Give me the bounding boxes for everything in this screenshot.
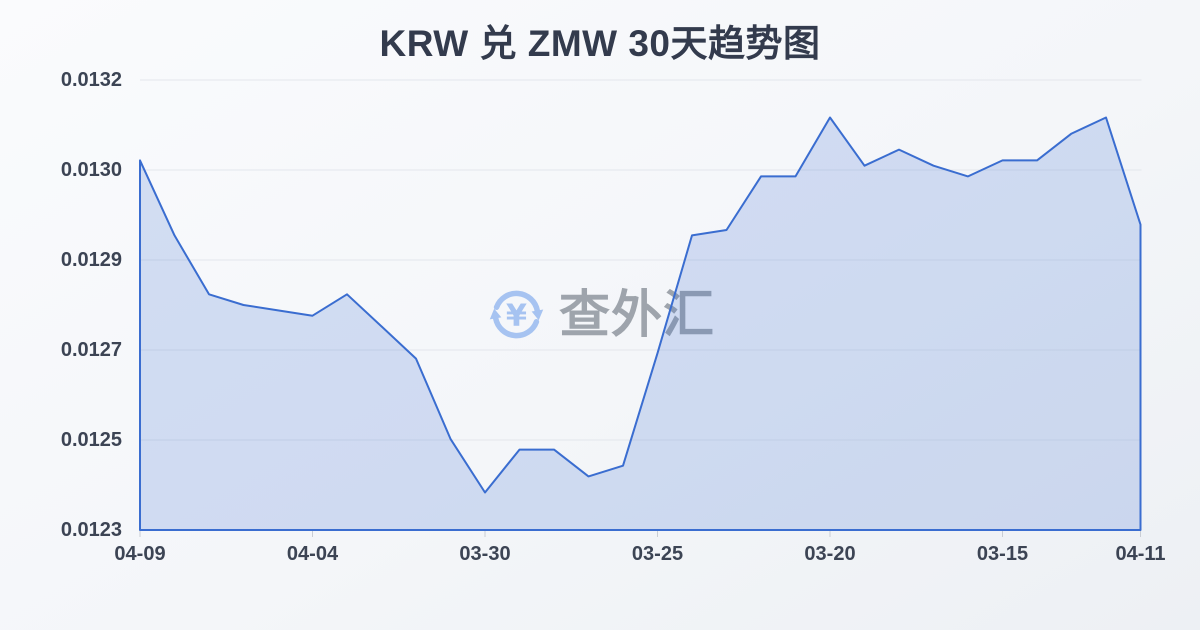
x-axis-label: 03-30 — [459, 543, 511, 565]
watermark: ¥ 查外汇 — [487, 285, 715, 344]
x-axis-label: 03-15 — [976, 543, 1029, 565]
y-axis-label: 0.0127 — [60, 339, 122, 361]
x-axis-label: 03-25 — [631, 543, 684, 565]
watermark-text: 查外汇 — [559, 286, 716, 343]
y-axis-label: 0.0123 — [60, 519, 122, 541]
y-axis-label: 0.0132 — [60, 69, 122, 91]
x-axis-label: 04-11 — [1115, 543, 1166, 565]
x-axis-label: 04-09 — [114, 543, 166, 565]
y-axis-label: 0.0125 — [60, 429, 122, 451]
page-title: KRW 兑 ZMW 30天趋势图 — [379, 23, 821, 64]
currency-exchange-refresh-icon: ¥ — [489, 290, 544, 339]
y-axis-label: 0.0129 — [60, 249, 122, 271]
y-axis-label: 0.0130 — [60, 159, 122, 181]
x-axis-label: 04-04 — [286, 543, 339, 565]
trend-area-series — [139, 116, 1142, 531]
x-axis-label: 03-20 — [804, 543, 856, 565]
svg-text:¥: ¥ — [506, 299, 527, 334]
